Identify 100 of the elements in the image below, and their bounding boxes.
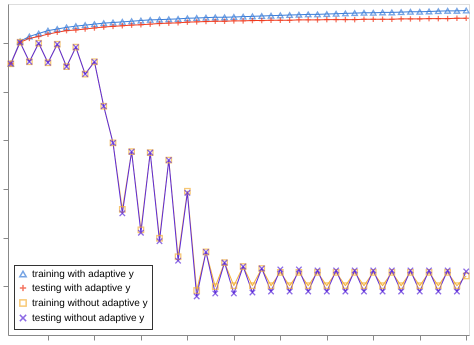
point	[100, 24, 108, 30]
point	[128, 22, 136, 28]
point	[276, 266, 284, 273]
point	[379, 16, 386, 23]
point	[221, 18, 228, 25]
point	[454, 14, 460, 22]
point	[323, 282, 330, 290]
point	[444, 8, 452, 14]
point	[286, 12, 294, 18]
point	[184, 18, 191, 26]
point	[398, 288, 405, 295]
point	[54, 26, 61, 32]
point	[193, 287, 200, 294]
point	[426, 8, 432, 14]
point	[212, 283, 219, 290]
point	[100, 20, 108, 26]
point	[314, 11, 321, 18]
point	[138, 229, 144, 236]
point	[91, 21, 98, 28]
point	[332, 10, 340, 17]
point	[258, 12, 266, 20]
point	[296, 268, 302, 276]
point	[454, 288, 460, 295]
point	[398, 16, 405, 22]
point	[434, 8, 442, 14]
point	[249, 282, 256, 290]
point	[276, 16, 284, 24]
point	[165, 16, 172, 22]
point	[230, 290, 238, 297]
point	[379, 9, 386, 16]
point	[212, 14, 219, 20]
point	[388, 16, 396, 23]
point	[360, 10, 368, 16]
point	[174, 16, 182, 22]
point	[296, 266, 302, 273]
point	[323, 288, 330, 295]
point	[304, 288, 312, 295]
point	[44, 28, 52, 34]
point	[202, 14, 210, 21]
point	[407, 8, 414, 15]
point	[342, 10, 349, 16]
point	[398, 282, 405, 290]
point	[379, 288, 386, 295]
point	[249, 289, 256, 296]
point	[156, 16, 163, 23]
point	[118, 210, 126, 217]
point	[332, 16, 340, 23]
point	[276, 12, 284, 18]
point	[304, 282, 312, 290]
point	[426, 15, 432, 22]
point	[193, 292, 200, 300]
point	[268, 282, 274, 290]
point	[82, 26, 89, 32]
point	[351, 10, 358, 16]
point	[128, 18, 136, 24]
point	[379, 282, 386, 290]
point	[212, 18, 219, 25]
point	[360, 16, 368, 23]
point	[146, 20, 154, 28]
point	[360, 288, 368, 295]
point	[221, 14, 228, 20]
point	[342, 16, 349, 23]
point	[304, 11, 312, 18]
point	[212, 290, 219, 297]
point	[156, 238, 163, 245]
point	[323, 11, 330, 18]
point	[240, 14, 247, 20]
point	[118, 206, 126, 213]
point	[268, 16, 274, 24]
point	[342, 282, 349, 290]
point	[82, 22, 89, 28]
point	[268, 288, 274, 295]
point	[416, 16, 424, 22]
point	[184, 15, 191, 22]
point	[202, 18, 210, 25]
point	[249, 13, 256, 20]
point	[138, 226, 144, 234]
point	[63, 27, 70, 34]
point	[26, 35, 33, 42]
point	[434, 15, 442, 22]
point	[110, 23, 116, 30]
point	[138, 18, 144, 24]
point	[342, 288, 349, 295]
point	[118, 22, 126, 30]
point	[26, 33, 33, 40]
point	[323, 16, 330, 23]
point	[407, 16, 414, 22]
point	[156, 234, 163, 242]
point	[296, 12, 302, 18]
point	[138, 21, 144, 28]
point	[165, 20, 172, 27]
point	[416, 282, 424, 290]
point	[370, 16, 377, 23]
point	[314, 16, 321, 24]
point	[276, 268, 284, 276]
legend-label: testing without adaptive y	[32, 313, 144, 324]
point	[444, 15, 452, 22]
point	[35, 30, 42, 37]
point	[296, 16, 302, 24]
point	[193, 18, 200, 26]
